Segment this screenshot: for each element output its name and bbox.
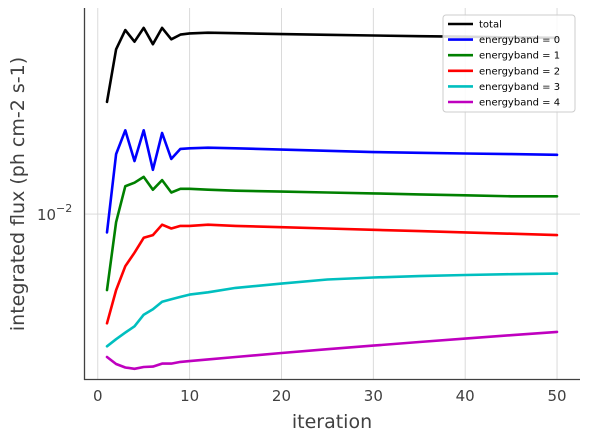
series-line-0 bbox=[105, 26, 559, 104]
series-line-2 bbox=[105, 175, 559, 292]
y-tick-label-exponent: −2 bbox=[56, 202, 72, 215]
series-line-4 bbox=[105, 272, 559, 348]
legend-label-3: energyband = 2 bbox=[479, 66, 560, 77]
legend-label-4: energyband = 3 bbox=[479, 82, 560, 93]
axes bbox=[83, 8, 580, 381]
series-line-5 bbox=[105, 330, 559, 371]
legend-frame bbox=[442, 14, 576, 113]
legend-label-0: total bbox=[479, 20, 502, 31]
series-line-1 bbox=[105, 129, 559, 234]
x-axis-label: iteration bbox=[292, 411, 372, 433]
x-tick-label: 0 bbox=[93, 387, 103, 405]
x-tick-label: 50 bbox=[547, 387, 566, 405]
legend: total energyband = 0 energyband = 1 energyb… bbox=[442, 14, 576, 113]
x-tick-label: 30 bbox=[364, 387, 383, 405]
x-tick-label: 20 bbox=[272, 387, 291, 405]
legend-label-1: energyband = 0 bbox=[479, 35, 560, 46]
series-line-3 bbox=[105, 223, 559, 325]
series-lines bbox=[105, 26, 559, 371]
grid bbox=[84, 8, 580, 380]
x-tick-label: 40 bbox=[456, 387, 475, 405]
y-axis-label: integrated flux (ph cm-2 s-1) bbox=[7, 57, 29, 331]
legend-label-5: energyband = 4 bbox=[479, 98, 560, 109]
x-tick-label: 10 bbox=[180, 387, 199, 405]
y-tick-label-base: 10 bbox=[37, 206, 56, 224]
legend-label-2: energyband = 1 bbox=[479, 51, 560, 62]
